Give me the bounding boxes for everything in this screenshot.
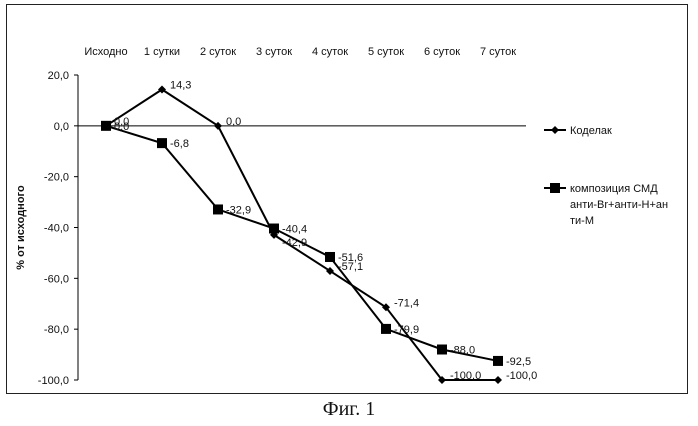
- data-point: [157, 138, 167, 148]
- data-point: [213, 204, 223, 214]
- legend-label: композиция СМД: [570, 183, 658, 195]
- data-label: 14,3: [170, 79, 191, 91]
- y-tick-label: -80,0: [44, 324, 69, 336]
- y-tick-label: 0,0: [54, 121, 69, 133]
- legend-marker: [551, 126, 559, 134]
- data-point: [269, 224, 279, 234]
- data-label: -79,9: [394, 324, 419, 336]
- data-point: [325, 252, 335, 262]
- data-label: 0,0: [114, 121, 129, 133]
- y-tick-label: -40,0: [44, 223, 69, 235]
- y-tick-label: -60,0: [44, 273, 69, 285]
- data-point: [493, 356, 503, 366]
- x-tick-label: 5 суток: [368, 46, 404, 58]
- data-label: -71,4: [394, 297, 419, 309]
- series-line: [106, 126, 498, 361]
- y-tick-label: -100,0: [38, 375, 69, 387]
- y-tick-label: -20,0: [44, 172, 69, 184]
- legend-label: анти-Br+анти-H+ан: [570, 199, 668, 211]
- data-point: [494, 376, 502, 384]
- x-tick-label: 7 суток: [480, 46, 516, 58]
- data-point: [101, 121, 111, 131]
- y-tick-label: 20,0: [48, 70, 69, 82]
- data-label: -40,4: [282, 224, 307, 236]
- x-tick-label: 4 суток: [312, 46, 348, 58]
- x-tick-label: 1 сутки: [144, 46, 180, 58]
- y-axis-title: % от исходного: [15, 185, 27, 270]
- x-tick-label: Исходно: [84, 46, 127, 58]
- data-label: -100,0: [506, 370, 537, 382]
- data-label: -51,6: [338, 252, 363, 264]
- x-tick-label: 2 суток: [200, 46, 236, 58]
- figure-caption: Фиг. 1: [0, 398, 698, 421]
- data-label: -100,0: [450, 370, 481, 382]
- legend-label: ти-M: [570, 215, 594, 227]
- data-point: [437, 345, 447, 355]
- x-tick-label: 6 суток: [424, 46, 460, 58]
- data-point: [381, 324, 391, 334]
- data-label: -88,0: [450, 345, 475, 357]
- data-label: -32,9: [226, 204, 251, 216]
- data-label: 0,0: [226, 116, 241, 128]
- x-tick-label: 3 суток: [256, 46, 292, 58]
- data-label: -6,8: [170, 138, 189, 150]
- legend-label: Коделак: [570, 125, 612, 137]
- data-label: -92,5: [506, 356, 531, 368]
- legend-marker: [550, 183, 560, 193]
